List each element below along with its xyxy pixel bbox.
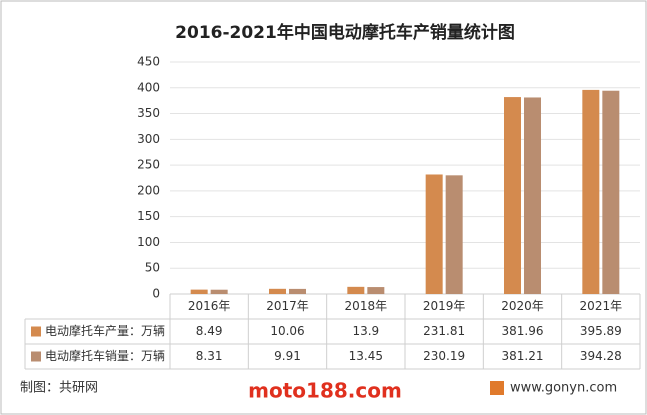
table-value: 230.19 (423, 349, 465, 363)
bar (269, 288, 286, 294)
x-tick-label: 2019年 (423, 299, 466, 313)
table-value: 394.28 (580, 349, 622, 363)
x-tick-label: 2021年 (580, 299, 623, 313)
bar (190, 289, 208, 294)
table-value: 8.49 (196, 324, 223, 338)
legend-key (31, 326, 41, 337)
table-value: 8.31 (196, 349, 223, 363)
bar (210, 289, 228, 294)
table-value: 13.45 (349, 349, 383, 363)
bar (367, 287, 385, 294)
source: 制图：共研网 (20, 381, 98, 396)
bar (445, 175, 463, 294)
y-tick-label: 50 (145, 261, 160, 275)
bar (582, 89, 600, 294)
bar (289, 288, 306, 294)
y-tick-label: 350 (137, 106, 160, 120)
chart-title: 2016-2021年中国电动摩托车产销量统计图 (175, 22, 515, 43)
site: www.gonyn.com (510, 381, 617, 396)
y-tick-label: 250 (137, 158, 160, 172)
legend-label: 电动摩托车销量：万辆 (45, 348, 165, 363)
bar (425, 174, 443, 294)
bar (602, 90, 620, 295)
bar (347, 286, 365, 294)
y-tick-label: 100 (137, 235, 160, 249)
y-tick-label: 200 (137, 183, 160, 197)
x-tick-label: 2017年 (266, 299, 309, 313)
x-tick-label: 2016年 (188, 299, 231, 313)
y-tick-label: 450 (137, 55, 160, 69)
x-tick-label: 2018年 (345, 299, 388, 313)
table-value: 231.81 (423, 324, 465, 338)
x-tick-label: 2020年 (501, 299, 544, 313)
y-tick-label: 300 (137, 132, 160, 146)
y-tick-label: 150 (137, 209, 160, 223)
table-value: 9.91 (274, 349, 301, 363)
y-tick-label: 0 (152, 287, 160, 301)
legend-label: 电动摩托车产量：万辆 (45, 323, 165, 338)
table-value: 381.21 (502, 349, 544, 363)
legend-key (31, 351, 41, 362)
center-site: moto188.com (248, 379, 402, 403)
table-value: 10.06 (270, 324, 304, 338)
table-value: 395.89 (580, 324, 622, 338)
table-value: 381.96 (502, 324, 544, 338)
y-tick-label: 400 (137, 80, 160, 94)
bar (504, 97, 521, 294)
site-logo (490, 381, 504, 395)
table-value: 13.9 (352, 324, 379, 338)
bar (524, 97, 541, 295)
